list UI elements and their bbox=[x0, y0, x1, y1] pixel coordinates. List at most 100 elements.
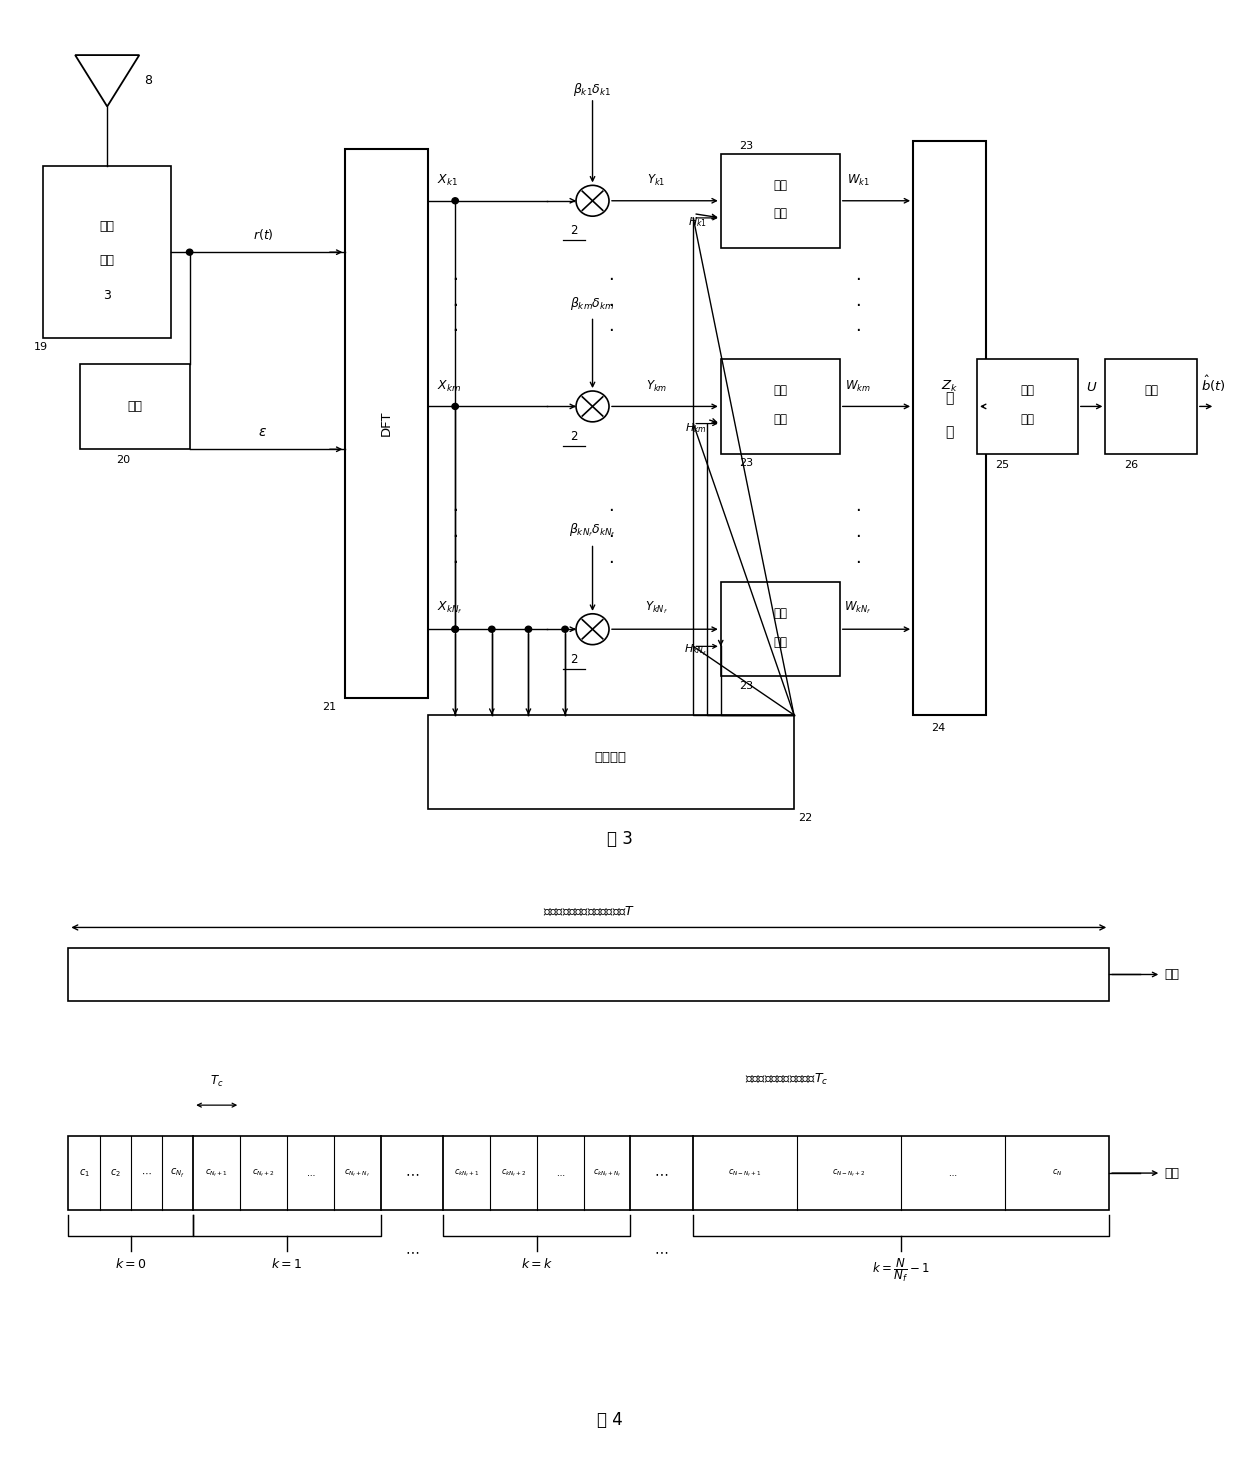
Text: 2: 2 bbox=[570, 430, 578, 444]
Text: $Y_{kN_f}$: $Y_{kN_f}$ bbox=[645, 599, 668, 617]
Circle shape bbox=[562, 626, 568, 632]
Bar bbox=[68, 1137, 1109, 1209]
Text: $\hat{b}(t)$: $\hat{b}(t)$ bbox=[1202, 373, 1226, 394]
Text: $\cdot$: $\cdot$ bbox=[453, 295, 458, 313]
Bar bbox=[977, 360, 1078, 454]
Bar bbox=[720, 582, 839, 676]
Circle shape bbox=[577, 614, 609, 645]
Text: $X_{km}$: $X_{km}$ bbox=[436, 379, 461, 394]
Circle shape bbox=[186, 250, 193, 256]
Text: $\cdots$: $\cdots$ bbox=[655, 1166, 668, 1180]
Text: 19: 19 bbox=[33, 342, 48, 353]
Text: 8: 8 bbox=[144, 75, 151, 87]
Text: 一个扩频码片所占时间为$T_c$: 一个扩频码片所占时间为$T_c$ bbox=[745, 1071, 828, 1087]
Text: 信道: 信道 bbox=[774, 607, 787, 620]
Text: 时间: 时间 bbox=[1164, 1166, 1179, 1180]
Bar bbox=[913, 141, 986, 715]
Text: $\cdot$: $\cdot$ bbox=[453, 501, 458, 519]
Text: $\cdots$: $\cdots$ bbox=[556, 1168, 564, 1178]
Text: $\cdot$: $\cdot$ bbox=[453, 526, 458, 544]
Text: $k=\dfrac{N}{N_f}-1$: $k=\dfrac{N}{N_f}-1$ bbox=[872, 1256, 930, 1284]
Circle shape bbox=[451, 626, 459, 632]
Text: 处理: 处理 bbox=[99, 254, 115, 267]
Text: $X_{k1}$: $X_{k1}$ bbox=[436, 173, 458, 188]
Text: 信道: 信道 bbox=[774, 179, 787, 192]
Text: $T_c$: $T_c$ bbox=[210, 1074, 223, 1090]
Text: $k=0$: $k=0$ bbox=[115, 1256, 146, 1271]
Text: $W_{k1}$: $W_{k1}$ bbox=[847, 173, 869, 188]
Text: $\cdot$: $\cdot$ bbox=[453, 526, 458, 544]
Text: 判决: 判决 bbox=[1145, 385, 1158, 398]
Text: $c_{N_f+2}$: $c_{N_f+2}$ bbox=[252, 1168, 275, 1178]
Text: 23: 23 bbox=[739, 141, 753, 151]
Text: 射频: 射频 bbox=[99, 220, 115, 234]
Text: 校正: 校正 bbox=[774, 636, 787, 649]
Text: $\cdot$: $\cdot$ bbox=[856, 501, 861, 519]
Text: $Z_k$: $Z_k$ bbox=[941, 379, 959, 394]
Text: $\cdot$: $\cdot$ bbox=[856, 269, 861, 286]
Text: 一个导引信息比特所占时间为$T$: 一个导引信息比特所占时间为$T$ bbox=[543, 905, 635, 918]
Bar bbox=[720, 154, 839, 248]
Text: 2: 2 bbox=[570, 225, 578, 238]
Text: $c_{N-N_f+1}$: $c_{N-N_f+1}$ bbox=[728, 1168, 761, 1178]
Text: 23: 23 bbox=[739, 680, 753, 690]
Text: $\cdot$: $\cdot$ bbox=[453, 552, 458, 570]
Text: 同步: 同步 bbox=[128, 400, 143, 413]
Text: $\cdot$: $\cdot$ bbox=[453, 320, 458, 338]
Bar bbox=[79, 364, 190, 450]
Text: $H_{kN_f}$: $H_{kN_f}$ bbox=[683, 643, 707, 658]
Text: 求: 求 bbox=[945, 391, 954, 405]
Text: $c_N$: $c_N$ bbox=[1052, 1168, 1063, 1178]
Text: $\beta_{km}\delta_{km}$: $\beta_{km}\delta_{km}$ bbox=[570, 295, 615, 313]
Text: $H_{k1}$: $H_{k1}$ bbox=[688, 216, 707, 229]
Text: 信道: 信道 bbox=[774, 385, 787, 398]
Text: 校正: 校正 bbox=[774, 207, 787, 220]
Text: $\cdot$: $\cdot$ bbox=[608, 552, 614, 570]
Text: $c_2$: $c_2$ bbox=[110, 1168, 120, 1180]
Text: $\cdots$: $\cdots$ bbox=[404, 1166, 419, 1180]
Text: $W_{km}$: $W_{km}$ bbox=[846, 379, 870, 394]
Text: $\cdot$: $\cdot$ bbox=[608, 320, 614, 338]
Text: 时间: 时间 bbox=[1164, 968, 1179, 981]
Text: 解扩: 解扩 bbox=[1021, 413, 1034, 426]
Text: 校正: 校正 bbox=[774, 413, 787, 426]
Text: $U$: $U$ bbox=[1086, 380, 1097, 394]
Text: $\varepsilon$: $\varepsilon$ bbox=[258, 425, 268, 439]
Text: $\cdot$: $\cdot$ bbox=[608, 295, 614, 313]
Circle shape bbox=[451, 404, 459, 410]
Text: $\cdot$: $\cdot$ bbox=[453, 501, 458, 519]
Circle shape bbox=[451, 198, 459, 204]
Circle shape bbox=[451, 626, 459, 632]
Text: $H_{km}$: $H_{km}$ bbox=[684, 422, 707, 435]
Text: $\cdots$: $\cdots$ bbox=[306, 1168, 315, 1178]
Circle shape bbox=[577, 185, 609, 216]
Text: $\cdot$: $\cdot$ bbox=[608, 501, 614, 519]
Text: $\cdots$: $\cdots$ bbox=[949, 1168, 957, 1178]
Text: $\cdots$: $\cdots$ bbox=[141, 1168, 151, 1178]
Text: $\beta_{kN_f}\delta_{kN_f}$: $\beta_{kN_f}\delta_{kN_f}$ bbox=[569, 521, 616, 539]
Circle shape bbox=[526, 626, 532, 632]
Text: $\cdot$: $\cdot$ bbox=[608, 526, 614, 544]
Text: $c_{N_f+1}$: $c_{N_f+1}$ bbox=[206, 1168, 228, 1178]
Text: 20: 20 bbox=[117, 455, 130, 466]
Text: $c_{N_f}$: $c_{N_f}$ bbox=[170, 1166, 185, 1180]
Text: $\cdot$: $\cdot$ bbox=[453, 552, 458, 570]
Bar bbox=[68, 949, 1109, 1000]
Text: $c_{N_f+N_f}$: $c_{N_f+N_f}$ bbox=[345, 1168, 371, 1178]
Text: $k=1$: $k=1$ bbox=[272, 1256, 303, 1271]
Text: 25: 25 bbox=[996, 460, 1009, 470]
Bar bbox=[43, 166, 171, 338]
Text: 时域: 时域 bbox=[1021, 385, 1034, 398]
Text: $X_{kN_f}$: $X_{kN_f}$ bbox=[436, 599, 463, 617]
Text: 26: 26 bbox=[1123, 460, 1138, 470]
Text: $\cdot$: $\cdot$ bbox=[453, 269, 458, 286]
Text: $\cdots$: $\cdots$ bbox=[655, 1244, 668, 1259]
Text: $\cdot$: $\cdot$ bbox=[856, 552, 861, 570]
Text: $W_{kN_f}$: $W_{kN_f}$ bbox=[844, 599, 872, 617]
Text: $c_{kN_f+N_f}$: $c_{kN_f+N_f}$ bbox=[593, 1168, 621, 1178]
Text: $\cdot$: $\cdot$ bbox=[856, 320, 861, 338]
Text: $c_{N-N_f+2}$: $c_{N-N_f+2}$ bbox=[832, 1168, 866, 1178]
Text: 2: 2 bbox=[570, 652, 578, 665]
Text: 图 4: 图 4 bbox=[596, 1412, 622, 1429]
Text: $c_{kN_f+1}$: $c_{kN_f+1}$ bbox=[454, 1168, 479, 1178]
